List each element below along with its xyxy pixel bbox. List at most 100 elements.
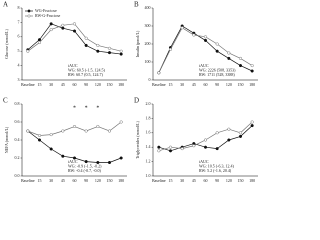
data-point [119, 120, 123, 124]
annotation: WG: -0.9 (-1.5, -0.2) [68, 163, 102, 169]
significance-mark: * [85, 105, 88, 111]
x-tick-label: Baseline [152, 82, 166, 87]
data-point [168, 47, 173, 51]
data-point [215, 147, 219, 151]
legend-marker [27, 14, 31, 18]
x-tick-label: Baseline [21, 178, 35, 183]
x-tick-label: Baseline [21, 82, 35, 87]
data-point [72, 22, 77, 26]
annotation: RW: -0.4 (-0.7, -0.0) [68, 168, 102, 174]
data-point [96, 160, 100, 165]
data-point [227, 51, 231, 55]
x-tick-label: Baseline [152, 178, 166, 183]
data-point [215, 42, 219, 46]
x-tick-label: 90 [215, 178, 219, 183]
data-point [84, 160, 88, 164]
significance-mark: * [73, 105, 76, 111]
y-axis-label: Triglycerides (mmol/L) [135, 120, 140, 158]
x-tick-label: 120 [226, 82, 232, 87]
data-point [157, 71, 161, 75]
data-point [107, 46, 112, 50]
x-tick-label: 90 [84, 178, 88, 183]
data-point [61, 26, 65, 30]
data-point [107, 129, 112, 133]
x-tick-label: 180 [249, 82, 255, 87]
x-tick-label: 180 [118, 178, 124, 183]
data-point [250, 64, 254, 68]
x-tick-label: 30 [180, 178, 184, 183]
annotation: WG: 2226 (508, 3353) [199, 67, 236, 73]
data-point [72, 156, 77, 160]
x-tick-label: 30 [180, 82, 184, 87]
y-tick-label: 400 [145, 5, 151, 10]
y-tick-label: 1.4 [146, 144, 151, 149]
data-point [107, 51, 112, 55]
data-point [61, 129, 65, 133]
data-point [192, 144, 196, 148]
data-point [119, 49, 123, 53]
x-tick-label: 45 [61, 82, 65, 87]
data-point [157, 149, 161, 153]
data-point [180, 26, 184, 30]
data-point [203, 35, 208, 39]
data-point [227, 138, 231, 142]
data-point [215, 49, 219, 53]
data-point [238, 134, 243, 138]
panel-letter: C [3, 97, 8, 105]
panel-letter: D [134, 97, 139, 105]
data-point [227, 127, 231, 131]
data-point [96, 49, 100, 53]
annotation: iAUC [199, 159, 209, 164]
data-point [61, 23, 65, 27]
x-tick-label: 15 [38, 178, 42, 183]
y-tick-label: 6 [18, 34, 20, 39]
data-point [238, 64, 243, 68]
x-tick-label: 30 [49, 82, 53, 87]
annotation: RW: 60.7 (0.5, 124.7) [68, 72, 104, 78]
series-line [27, 23, 122, 52]
x-tick-label: 120 [95, 178, 101, 183]
x-tick-label: 45 [192, 178, 196, 183]
data-point [96, 124, 100, 129]
data-point [49, 22, 53, 26]
y-tick-label: 200 [145, 41, 151, 46]
data-point [26, 49, 30, 53]
x-tick-label: 15 [169, 178, 173, 183]
y-tick-label: 4 [18, 63, 20, 68]
data-point [37, 138, 42, 142]
data-point [203, 145, 208, 149]
series-line [27, 23, 122, 55]
annotation: RW: 1711 (528, 3388) [199, 72, 235, 78]
data-point [250, 124, 254, 128]
y-tick-label: 5 [18, 48, 20, 53]
data-point [84, 36, 88, 40]
y-tick-label: 0.6 [15, 119, 20, 124]
data-point [157, 145, 161, 149]
x-tick-label: 180 [118, 82, 124, 87]
data-point [250, 69, 254, 73]
data-point [238, 131, 243, 135]
annotation: WG: 60.5 (-1.5, 124.5) [68, 67, 105, 73]
legend-label: WG-Fructose [35, 8, 57, 13]
data-point [72, 29, 77, 33]
y-tick-label: 0.0 [15, 173, 20, 178]
x-tick-label: 45 [61, 178, 65, 183]
data-point [203, 138, 208, 142]
data-point [37, 38, 42, 42]
y-tick-label: 1.6 [146, 130, 151, 135]
x-tick-label: 60 [204, 178, 208, 183]
series-line [27, 121, 122, 136]
x-tick-label: 90 [215, 82, 219, 87]
y-tick-label: 3 [18, 77, 20, 82]
x-tick-label: 60 [73, 178, 77, 183]
data-point [107, 160, 112, 165]
significance-mark: * [96, 105, 99, 111]
x-tick-label: 150 [238, 178, 244, 183]
panel-letter: A [3, 1, 8, 9]
legend-marker [27, 9, 31, 13]
x-tick-label: 180 [249, 178, 255, 183]
y-tick-label: 300 [145, 23, 151, 28]
data-point [203, 38, 208, 42]
annotation: iAUC [199, 63, 209, 68]
annotation: WG: 10.5 (-6.3, 12.4) [199, 163, 234, 169]
